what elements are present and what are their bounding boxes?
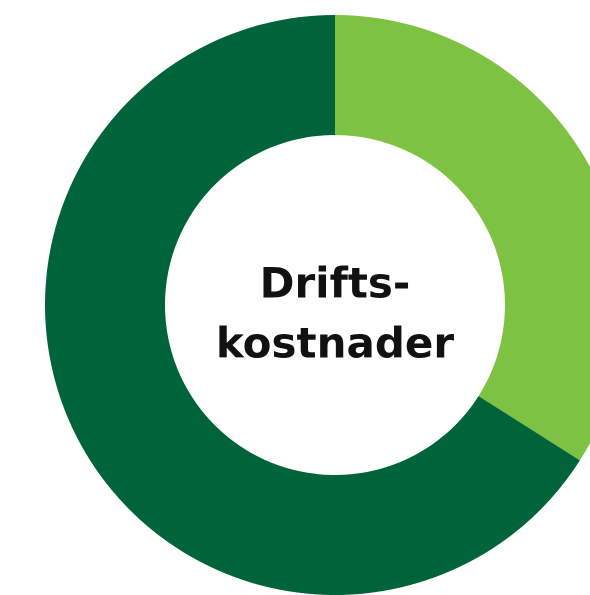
donut-segment (335, 15, 590, 461)
center-label: kostnader (216, 319, 455, 368)
center-label: Drifts- (260, 259, 411, 308)
donut-segment (44, 15, 580, 595)
wedges (44, 15, 590, 595)
